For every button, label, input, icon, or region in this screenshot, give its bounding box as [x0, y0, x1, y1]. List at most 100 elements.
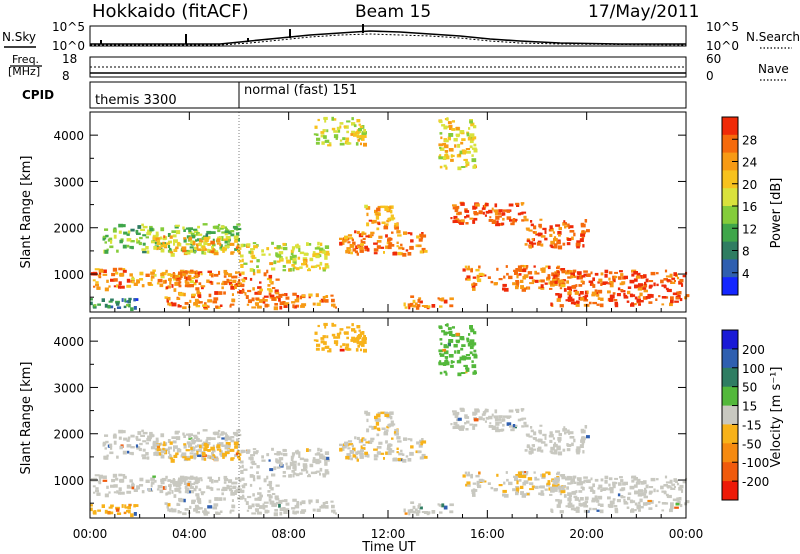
- velocity-cell: [224, 436, 230, 440]
- power-cell: [179, 269, 185, 274]
- power-cell: [241, 271, 245, 275]
- velocity-cell: [442, 348, 447, 352]
- velocity-cell: [135, 435, 139, 440]
- velocity-cell: [629, 485, 635, 490]
- velocity-cell: [189, 505, 192, 509]
- velocity-cell: [153, 452, 157, 456]
- power-cell: [506, 272, 509, 276]
- power-cell: [165, 269, 168, 273]
- power-cell: [488, 219, 494, 222]
- velocity-cell: [353, 337, 357, 341]
- velocity-cell: [424, 455, 428, 459]
- power-cell: [110, 305, 114, 309]
- power-cell: [361, 241, 366, 244]
- power-cell: [93, 304, 97, 307]
- power-cell: [107, 304, 111, 309]
- velocity-cell: [352, 447, 356, 452]
- power-cell: [207, 270, 212, 273]
- velocity-cell: [403, 437, 408, 441]
- power-cell: [268, 253, 271, 256]
- power-cell: [190, 277, 196, 280]
- velocity-cell: [441, 330, 446, 333]
- power-cell: [512, 282, 517, 286]
- power-cell: [170, 252, 175, 257]
- velocity-cell: [636, 478, 641, 483]
- velocity-cell: [263, 478, 267, 483]
- power-cell: [558, 233, 561, 237]
- velocity-cell: [142, 431, 148, 435]
- velocity-cell: [140, 434, 145, 437]
- power-cell: [682, 274, 686, 278]
- power-cell: [116, 284, 119, 288]
- velocity-cell: [471, 364, 477, 369]
- velocity-cell: [118, 473, 123, 477]
- velocity-cell: [163, 441, 166, 445]
- velocity-cell: [173, 448, 176, 452]
- velocity-cell: [521, 408, 524, 412]
- velocity-cell: [467, 471, 470, 476]
- power-cell: [423, 305, 428, 308]
- power-colorbar-tick: 24: [742, 156, 757, 170]
- power-cell: [183, 275, 186, 279]
- velocity-cell: [448, 330, 453, 333]
- power-cell: [383, 251, 385, 254]
- power-cell: [126, 244, 130, 248]
- power-cell: [656, 283, 659, 287]
- velocity-colorbar-tick: 200: [742, 343, 765, 357]
- velocity-cell: [393, 431, 397, 435]
- velocity-cell: [366, 418, 369, 423]
- velocity-cell: [210, 456, 215, 460]
- power-cell: [267, 284, 271, 287]
- power-cell: [136, 240, 141, 244]
- x-tick-label: 20:00: [569, 527, 604, 541]
- velocity-cell: [529, 488, 535, 491]
- power-cell: [344, 235, 349, 240]
- power-cell: [215, 305, 219, 309]
- power-cell: [275, 295, 281, 299]
- power-cell: [427, 305, 431, 309]
- velocity-cell: [676, 482, 680, 486]
- velocity-cell: [542, 433, 547, 437]
- velocity-cell: [464, 416, 470, 419]
- power-cell: [334, 306, 337, 309]
- power-cell: [263, 295, 269, 298]
- velocity-cell: [466, 356, 471, 360]
- velocity-cell: [322, 456, 327, 460]
- velocity-cell: [562, 428, 567, 431]
- power-cell: [476, 274, 480, 278]
- power-cell: [235, 271, 238, 274]
- power-cell: [376, 240, 382, 243]
- velocity-cell: [378, 428, 381, 432]
- power-cell: [202, 304, 208, 307]
- velocity-cell: [636, 504, 641, 509]
- velocity-cell: [162, 443, 166, 447]
- power-cell: [206, 230, 212, 235]
- velocity-cell: [366, 454, 370, 458]
- velocity-cell: [396, 451, 399, 454]
- velocity-cell: [324, 456, 330, 460]
- power-cell: [588, 301, 592, 305]
- velocity-cell: [578, 502, 582, 506]
- velocity-cell: [578, 483, 583, 486]
- velocity-cell: [491, 413, 494, 417]
- power-cell: [575, 242, 581, 247]
- power-cell: [221, 238, 225, 241]
- velocity-cell: [146, 437, 152, 442]
- power-cell: [183, 292, 186, 297]
- power-cell: [195, 243, 199, 246]
- velocity-cell: [388, 423, 391, 428]
- power-cell: [469, 140, 474, 144]
- power-cell: [298, 248, 301, 252]
- velocity-cell: [462, 474, 466, 478]
- velocity-cell: [515, 491, 519, 496]
- velocity-cell: [469, 346, 474, 350]
- power-cell: [576, 246, 580, 249]
- velocity-cell: [347, 447, 351, 450]
- power-cell: [216, 282, 220, 285]
- velocity-cell: [460, 347, 464, 351]
- power-cell: [656, 272, 659, 275]
- velocity-cell: [371, 425, 375, 430]
- velocity-cell: [198, 488, 202, 491]
- power-cell: [390, 244, 395, 247]
- power-cell: [271, 267, 276, 271]
